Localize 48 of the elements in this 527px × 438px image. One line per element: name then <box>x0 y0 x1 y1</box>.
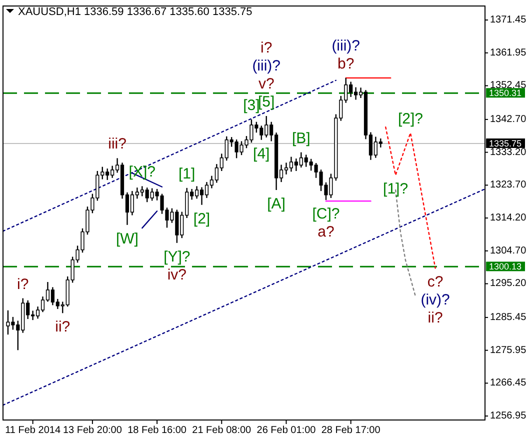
annotation: [W] <box>116 230 138 248</box>
annotation: [4] <box>253 145 270 162</box>
y-tick-label: 1342.70 <box>490 114 527 125</box>
annotation: [1]? <box>383 180 408 198</box>
x-tick-label: 28 Feb 17:00 <box>321 425 381 436</box>
ref-line-label: 1335.75 <box>489 138 522 148</box>
annotation: [B] <box>292 130 310 147</box>
annotation: [2] <box>193 210 210 228</box>
annotation: (iii)? <box>252 57 281 74</box>
y-tick-label: 1361.95 <box>490 47 527 58</box>
x-tick-label: 11 Feb 2014 <box>5 425 61 436</box>
annotation: [1] <box>178 165 196 182</box>
y-tick-label: 1371.45 <box>490 14 527 26</box>
annotation: i? <box>260 39 272 56</box>
annotation: a? <box>318 224 334 241</box>
annotation: ii? <box>55 318 70 336</box>
annotation: [5] <box>258 93 275 110</box>
x-tick-label: 26 Feb 01:00 <box>256 425 316 436</box>
annotation: [A] <box>267 196 286 212</box>
x-tick-label: 21 Feb 08:00 <box>192 425 252 436</box>
annotation: ii? <box>428 310 443 327</box>
y-tick-label: 1285.45 <box>490 312 527 323</box>
y-tick-label: 1256.95 <box>490 410 527 422</box>
y-tick-label: 1266.45 <box>490 378 527 389</box>
annotation: i? <box>17 276 29 293</box>
ref-line-label: 1300.13 <box>489 262 522 272</box>
annotation: c? <box>427 274 444 291</box>
annotation: [2]? <box>398 110 423 128</box>
annotation: (iv)? <box>420 292 450 309</box>
annotation: [C]? <box>312 206 340 223</box>
x-tick-label: 18 Feb 16:00 <box>128 425 187 436</box>
y-tick-label: 1323.70 <box>490 180 527 191</box>
annotation: (iii)? <box>332 37 360 54</box>
annotation: [Y]? <box>164 248 190 266</box>
annotation: iii? <box>108 136 126 153</box>
y-tick-label: 1314.20 <box>490 212 527 224</box>
y-tick-label: 1275.95 <box>490 344 527 356</box>
x-tick-label: 13 Feb 20:00 <box>62 425 122 436</box>
line-series <box>385 126 436 269</box>
ref-line-label: 1350.31 <box>489 88 522 98</box>
y-tick-label: 1304.70 <box>490 245 527 256</box>
y-tick-label: 1333.20 <box>490 146 527 158</box>
annotation: [3] <box>243 96 260 114</box>
y-tick-label: 1295.20 <box>490 278 527 290</box>
chart-title: XAUUSD,H1 1336.59 1336.67 1335.60 1335.75 <box>18 6 252 18</box>
annotation: b? <box>338 55 354 72</box>
annotation: v? <box>258 75 274 92</box>
annotation: iv? <box>167 266 187 284</box>
